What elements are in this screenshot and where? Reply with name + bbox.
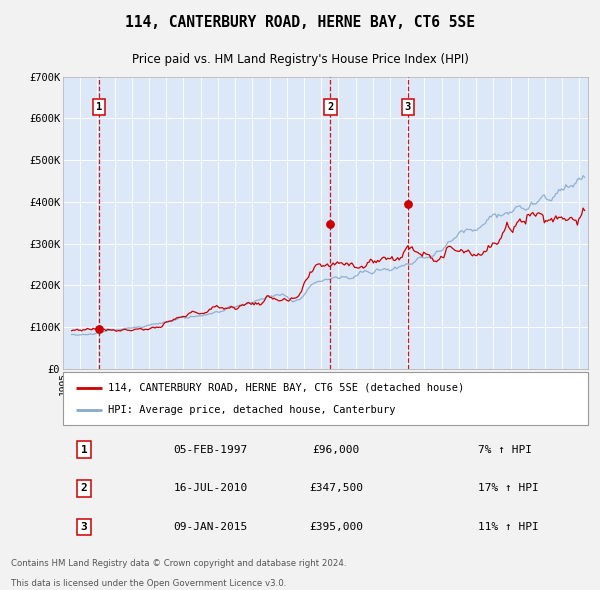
Text: £395,000: £395,000: [309, 522, 363, 532]
Point: [94, 324, 104, 333]
Text: 09-JAN-2015: 09-JAN-2015: [173, 522, 248, 532]
Text: 1: 1: [80, 444, 88, 454]
Text: 7% ↑ HPI: 7% ↑ HPI: [478, 444, 532, 454]
Text: £96,000: £96,000: [313, 444, 359, 454]
Text: 2: 2: [80, 483, 88, 493]
Text: Price paid vs. HM Land Registry's House Price Index (HPI): Price paid vs. HM Land Registry's House …: [131, 53, 469, 66]
Text: This data is licensed under the Open Government Licence v3.0.: This data is licensed under the Open Gov…: [11, 579, 286, 588]
Text: HPI: Average price, detached house, Canterbury: HPI: Average price, detached house, Cant…: [107, 405, 395, 415]
Text: 17% ↑ HPI: 17% ↑ HPI: [478, 483, 539, 493]
Text: 11% ↑ HPI: 11% ↑ HPI: [478, 522, 539, 532]
Text: 114, CANTERBURY ROAD, HERNE BAY, CT6 5SE: 114, CANTERBURY ROAD, HERNE BAY, CT6 5SE: [125, 15, 475, 30]
Point: [403, 199, 413, 209]
Text: 114, CANTERBURY ROAD, HERNE BAY, CT6 5SE (detached house): 114, CANTERBURY ROAD, HERNE BAY, CT6 5SE…: [107, 383, 464, 392]
Text: 1: 1: [96, 103, 102, 112]
Text: 3: 3: [80, 522, 88, 532]
Text: 3: 3: [404, 103, 411, 112]
Text: £347,500: £347,500: [309, 483, 363, 493]
Text: Contains HM Land Registry data © Crown copyright and database right 2024.: Contains HM Land Registry data © Crown c…: [11, 559, 346, 568]
Text: 2: 2: [328, 103, 334, 112]
Text: 16-JUL-2010: 16-JUL-2010: [173, 483, 248, 493]
Point: [326, 219, 335, 228]
Text: 05-FEB-1997: 05-FEB-1997: [173, 444, 248, 454]
